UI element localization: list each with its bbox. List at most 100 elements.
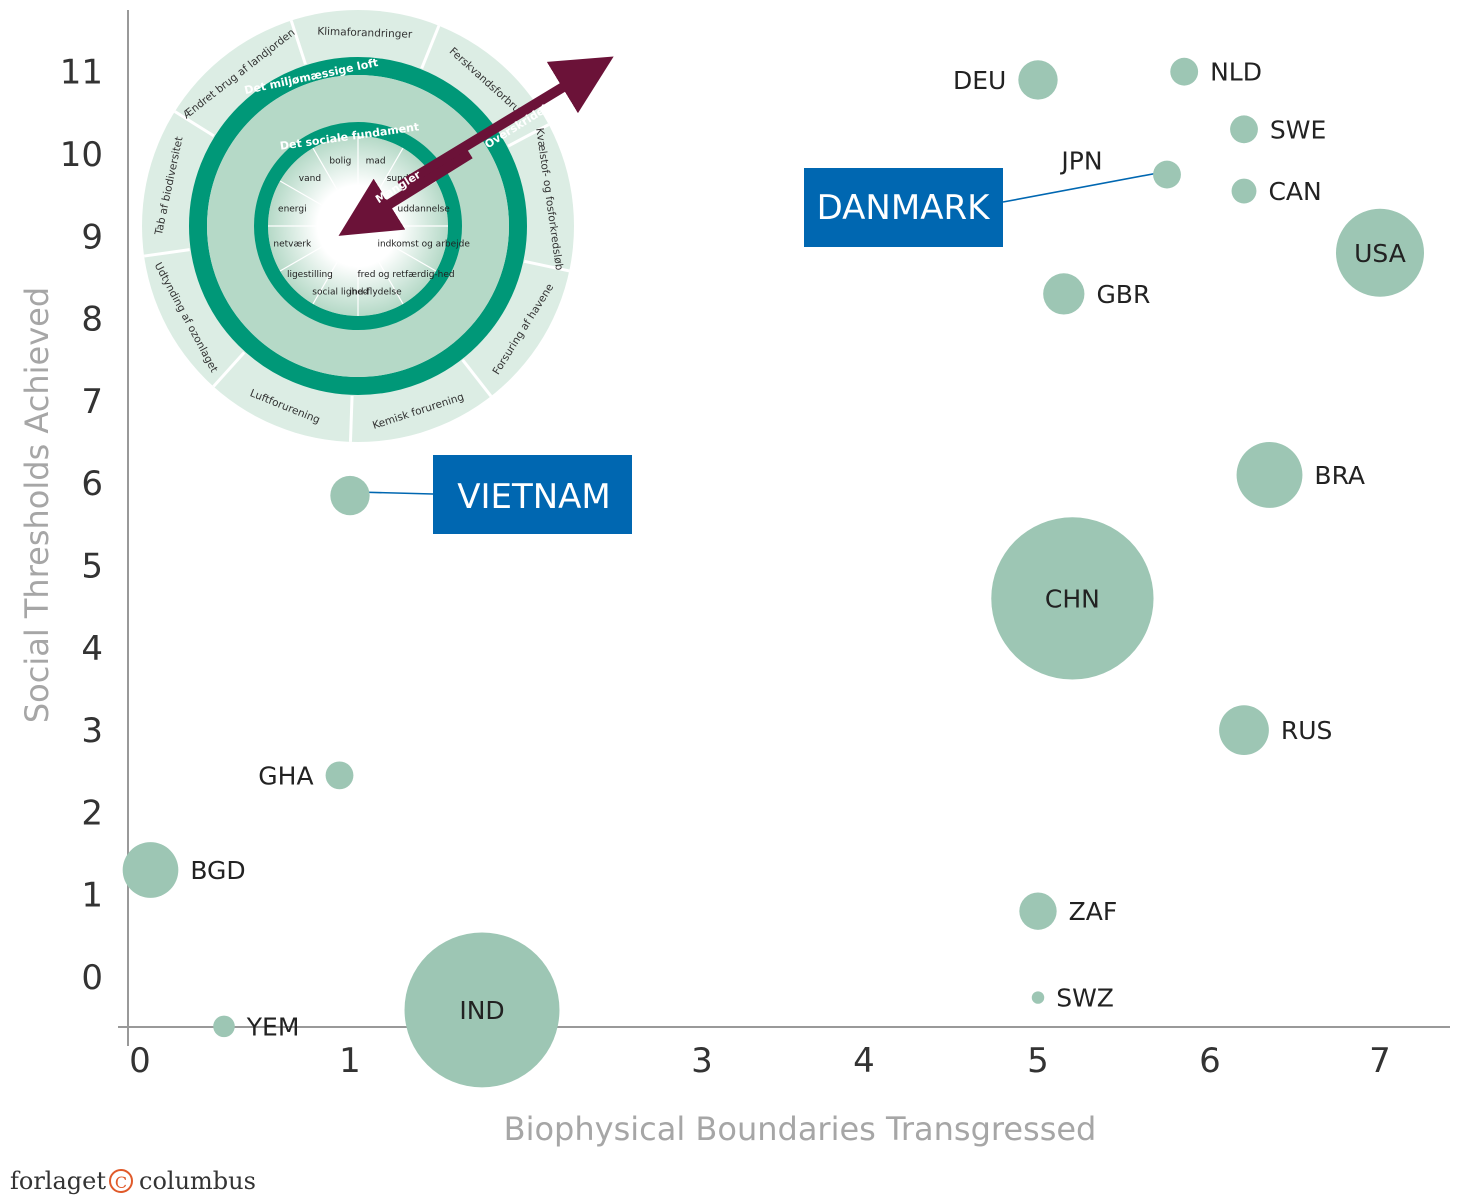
social-foundation-label: ligestilling <box>287 270 333 280</box>
publisher-logo: forlaget C columbus <box>10 1167 256 1195</box>
doughnut-inner-separator <box>279 180 340 216</box>
doughnut-ecological-ceiling-ring <box>189 57 527 395</box>
y-tick-label: 3 <box>81 711 103 751</box>
bubble-label-gha: GHA <box>258 761 313 790</box>
social-foundation-label: social lighed <box>312 288 368 298</box>
x-tick-label: 3 <box>691 1041 713 1081</box>
doughnut-outer-separator <box>420 25 441 69</box>
doughnut-outer-separator <box>143 248 190 258</box>
x-tick-label: 7 <box>1369 1041 1391 1081</box>
x-tick-label: 6 <box>1199 1041 1221 1081</box>
doughnut-outer-separator <box>523 259 570 273</box>
shortfall-arrow <box>338 149 473 236</box>
vietnam-callout: VIETNAM <box>433 455 632 534</box>
social-foundation-label: indkomst og arbejde <box>377 240 470 250</box>
bubble-gha <box>325 761 354 790</box>
x-tick-label: 4 <box>853 1041 875 1081</box>
bubble-yem <box>213 1015 235 1038</box>
svg-text:C: C <box>115 1173 127 1192</box>
social-foundation-label: ind-flydelse <box>350 288 403 298</box>
doughnut-outer-separator <box>348 395 354 442</box>
bubble-can <box>1231 178 1257 204</box>
planetary-boundary-label: Klimaforandringer <box>317 25 413 40</box>
doughnut-diagram: KlimaforandringerFerskvandsforbrugKvælst… <box>142 10 614 442</box>
bubble-label-nld: NLD <box>1210 58 1262 87</box>
svg-text:VIETNAM: VIETNAM <box>457 477 611 517</box>
danmark-leader-line <box>1002 169 1175 203</box>
bubble-usa <box>1336 208 1424 297</box>
bubble-label-bgd: BGD <box>190 856 245 885</box>
bubble-vietnam <box>330 475 370 516</box>
bubble-label-usa: USA <box>1354 239 1406 268</box>
bubble-labels: DEU NLD SWE JPN CAN USA GBR BRA CHN RUS GHA BGD ZAF S… <box>190 58 1406 1042</box>
bubble-bgd <box>122 842 179 898</box>
y-tick-label: 7 <box>81 382 103 422</box>
doughnut-outer-separator <box>212 351 246 388</box>
bubble-label-swz: SWZ <box>1056 984 1114 1013</box>
bubble-rus <box>1219 705 1269 755</box>
bubble-label-swe: SWE <box>1270 115 1326 144</box>
y-tick-label: 1 <box>81 876 103 916</box>
doughnut-outer-separator <box>461 359 493 398</box>
bubble-label-jpn: JPN <box>1059 147 1102 176</box>
bubble-label-zaf: ZAF <box>1069 897 1118 926</box>
bubble-chn <box>991 517 1154 680</box>
y-tick-label: 10 <box>60 135 103 175</box>
x-tick-labels: 0 1 3 4 5 6 7 <box>129 1041 1391 1081</box>
y-tick-label: 4 <box>81 629 103 669</box>
x-tick-label: 1 <box>339 1041 361 1081</box>
vietnam-leader-line <box>356 491 434 495</box>
svg-text:forlaget: forlaget <box>10 1167 106 1195</box>
bubble-bra <box>1236 442 1303 508</box>
bubble-deu <box>1018 60 1058 100</box>
y-tick-label: 0 <box>81 958 103 998</box>
bubble-ind <box>404 932 560 1088</box>
bubble-label-deu: DEU <box>953 66 1006 95</box>
x-tick-label: 0 <box>129 1041 151 1081</box>
doughnut-outer-separator <box>289 20 307 65</box>
doughnut-social-foundation-ring <box>254 122 462 330</box>
bubble-label-rus: RUS <box>1281 716 1333 745</box>
y-tick-label: 9 <box>81 217 103 257</box>
bubble-swe <box>1230 115 1258 144</box>
bubble-swz <box>1031 991 1045 1004</box>
y-tick-label: 8 <box>81 300 103 340</box>
y-tick-label: 6 <box>81 464 103 504</box>
doughnut-inner-separator <box>376 236 437 272</box>
svg-text:columbus: columbus <box>139 1167 256 1195</box>
social-foundation-label: energi <box>278 204 307 214</box>
doughnut-outer-separator <box>174 110 215 138</box>
social-foundation-label: netværk <box>273 240 312 250</box>
bubble-zaf <box>1019 892 1057 930</box>
bubble-nld <box>1170 57 1199 86</box>
bubble-jpn <box>1153 160 1181 189</box>
y-tick-labels: 0 1 2 3 4 5 6 7 8 9 10 11 <box>60 53 103 998</box>
y-axis-title: Social Thresholds Achieved <box>18 287 56 723</box>
y-tick-label: 2 <box>81 793 103 833</box>
social-foundation-label: uddannelse <box>398 204 451 214</box>
bubble-label-ind: IND <box>459 996 504 1025</box>
social-foundation-label: vand <box>299 174 321 184</box>
social-foundation-label: fred og retfærdig-hed <box>358 270 455 280</box>
bubble-label-gbr: GBR <box>1096 280 1150 309</box>
x-tick-label: 5 <box>1027 1041 1049 1081</box>
overshoot-arrow <box>397 56 614 191</box>
social-foundation-label: mad <box>366 156 386 166</box>
danmark-callout: DANMARK <box>804 168 1003 247</box>
y-tick-label: 11 <box>60 53 103 93</box>
bubble-label-bra: BRA <box>1314 461 1365 490</box>
x-axis-title: Biophysical Boundaries Transgressed <box>504 1110 1097 1148</box>
doughnut-outer-separator <box>507 123 550 148</box>
copyright-icon <box>109 1169 133 1193</box>
bubbles <box>122 57 1424 1088</box>
bubble-label-can: CAN <box>1268 177 1321 206</box>
doughnut-inner-separator <box>368 244 404 305</box>
doughnut-inner-separator <box>312 244 348 305</box>
bubble-label-yem: YEM <box>246 1012 300 1041</box>
bubble-gbr <box>1043 273 1085 315</box>
svg-text:DANMARK: DANMARK <box>817 188 991 228</box>
social-foundation-label: bolig <box>329 156 351 166</box>
y-tick-label: 5 <box>81 547 103 587</box>
bubble-label-chn: CHN <box>1045 584 1100 613</box>
